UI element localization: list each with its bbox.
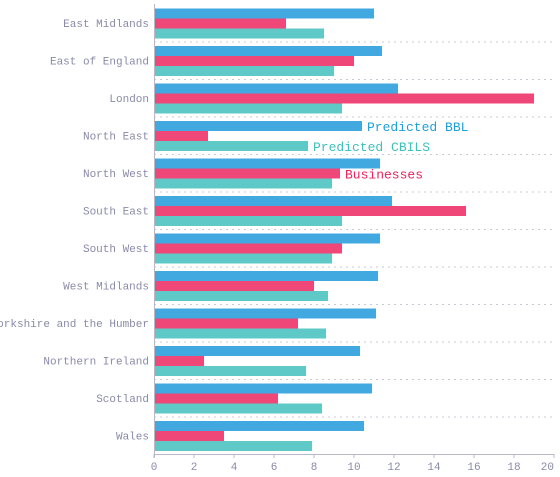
x-tick-label: 8 (311, 462, 318, 474)
bar-predicted-cbils (154, 441, 312, 451)
bar-businesses (154, 318, 298, 329)
bar-businesses (154, 93, 534, 104)
bar-predicted-cbils (154, 66, 334, 76)
bar-predicted-cbils (154, 366, 306, 376)
bar-businesses (154, 18, 286, 29)
x-tick-label: 12 (387, 462, 400, 474)
category-label: Yorkshire and the Humber (0, 319, 149, 331)
series-label-predicted-bbl: Predicted BBL (367, 120, 468, 135)
x-tick-label: 4 (231, 462, 238, 474)
bar-predicted-bbl (154, 421, 364, 431)
category-label: North West (83, 169, 149, 181)
category-labels: East Midlands East of England London North … (0, 19, 149, 444)
bar-predicted-bbl (154, 83, 398, 94)
bar-predicted-bbl (154, 196, 392, 206)
x-tick-label: 6 (271, 462, 278, 474)
bar-predicted-cbils (154, 216, 342, 226)
category-label: Wales (116, 431, 149, 443)
category-label: West Midlands (63, 281, 149, 293)
bar-businesses (154, 356, 204, 366)
bar-predicted-bbl (154, 346, 360, 356)
bar-predicted-bbl (154, 158, 380, 169)
bar-businesses (154, 243, 342, 254)
x-axis: 0 2 4 6 8 10 12 14 16 18 20 (151, 4, 555, 474)
bar-predicted-bbl (154, 46, 382, 56)
bar-predicted-bbl (154, 308, 376, 319)
x-tick-label: 16 (467, 462, 480, 474)
bar-predicted-cbils (154, 253, 332, 264)
bar-predicted-bbl (154, 8, 374, 19)
category-label: North East (83, 131, 149, 143)
bar-predicted-cbils (154, 403, 322, 414)
category-label: Northern Ireland (43, 356, 149, 368)
x-tick-label: 20 (541, 462, 554, 474)
bar-predicted-bbl (154, 233, 380, 244)
x-tick-label: 10 (347, 462, 360, 474)
bar-predicted-cbils (154, 141, 308, 151)
x-tick-label: 2 (191, 462, 198, 474)
bar-businesses (154, 131, 208, 141)
bar-businesses (154, 206, 466, 216)
bar-predicted-bbl (154, 121, 362, 131)
bar-businesses (154, 431, 224, 441)
bar-businesses (154, 393, 278, 404)
category-label: East of England (50, 56, 149, 68)
bar-predicted-cbils (154, 28, 324, 39)
bar-predicted-bbl (154, 271, 378, 281)
bar-predicted-cbils (154, 291, 328, 301)
x-tick-label: 14 (427, 462, 441, 474)
category-label: South West (83, 244, 149, 256)
category-label: East Midlands (63, 19, 149, 31)
bar-businesses (154, 281, 314, 291)
bar-predicted-bbl (154, 383, 372, 394)
bar-predicted-cbils (154, 328, 326, 339)
category-label: Scotland (96, 394, 149, 406)
grid-lines (154, 41, 554, 418)
bar-businesses (154, 168, 340, 179)
series-label-businesses: Businesses (345, 168, 423, 183)
bar-predicted-cbils (154, 178, 332, 189)
bar-businesses (154, 56, 354, 66)
series-label-predicted-cbils: Predicted CBILS (313, 140, 430, 155)
x-tick-label: 0 (151, 462, 158, 474)
category-label: South East (83, 206, 149, 218)
bar-predicted-cbils (154, 103, 342, 114)
category-label: London (109, 94, 149, 106)
series-labels: Predicted BBL Predicted CBILS Businesses (313, 120, 468, 183)
x-tick-label: 18 (507, 462, 520, 474)
bars (154, 8, 534, 451)
